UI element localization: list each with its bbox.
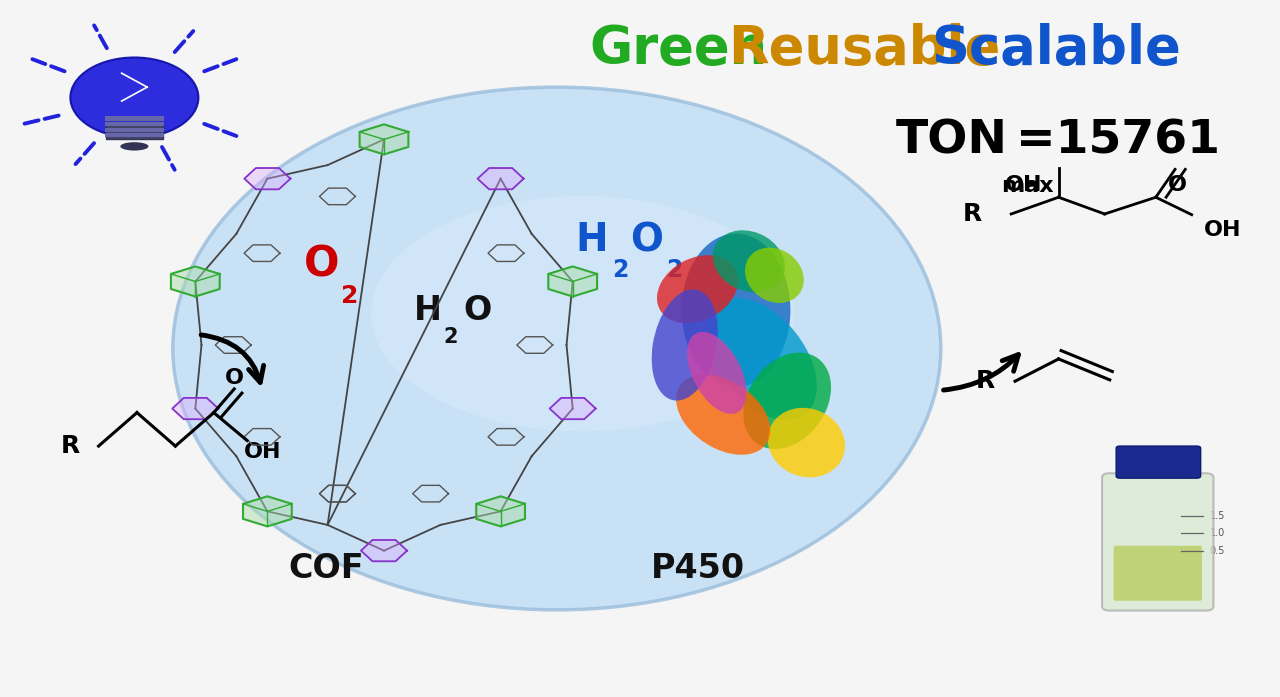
Ellipse shape <box>768 408 845 477</box>
Text: Green: Green <box>589 23 768 75</box>
Ellipse shape <box>173 87 941 610</box>
Text: Reusable: Reusable <box>728 23 1000 75</box>
Polygon shape <box>477 168 524 190</box>
Text: O: O <box>463 293 492 327</box>
FancyBboxPatch shape <box>1114 546 1202 601</box>
Text: 1.5: 1.5 <box>1210 511 1225 521</box>
Text: R: R <box>963 202 983 226</box>
Text: 2: 2 <box>340 284 358 308</box>
Ellipse shape <box>681 233 791 387</box>
Text: R: R <box>975 369 996 393</box>
Polygon shape <box>360 124 408 155</box>
Text: Scalable: Scalable <box>931 23 1181 75</box>
Text: 2: 2 <box>443 327 458 346</box>
Polygon shape <box>549 398 595 419</box>
Ellipse shape <box>745 247 804 303</box>
Ellipse shape <box>744 353 831 449</box>
Text: H: H <box>413 293 442 327</box>
Text: O: O <box>630 222 663 259</box>
Ellipse shape <box>371 196 794 431</box>
FancyBboxPatch shape <box>105 133 164 137</box>
Text: O: O <box>225 368 243 388</box>
Ellipse shape <box>652 289 718 401</box>
Text: H: H <box>576 222 608 259</box>
Text: O: O <box>303 244 339 286</box>
FancyBboxPatch shape <box>105 128 164 132</box>
Text: P450: P450 <box>650 551 745 585</box>
Text: R: R <box>60 434 81 458</box>
Text: 1.0: 1.0 <box>1210 528 1225 538</box>
Ellipse shape <box>657 255 739 323</box>
FancyArrowPatch shape <box>943 355 1019 390</box>
Polygon shape <box>548 266 596 296</box>
Text: 2: 2 <box>667 258 682 282</box>
Text: OH: OH <box>1005 175 1043 194</box>
Ellipse shape <box>676 375 771 454</box>
Polygon shape <box>243 496 292 526</box>
Text: O: O <box>1169 175 1187 194</box>
FancyBboxPatch shape <box>105 122 164 126</box>
Text: TON: TON <box>896 118 1009 163</box>
Text: =15761: =15761 <box>1016 118 1220 163</box>
Polygon shape <box>476 496 525 526</box>
FancyBboxPatch shape <box>1116 446 1201 478</box>
Polygon shape <box>173 398 219 419</box>
Ellipse shape <box>713 230 785 293</box>
Text: 2: 2 <box>613 258 628 282</box>
Polygon shape <box>244 168 291 190</box>
Text: 0.5: 0.5 <box>1210 546 1225 556</box>
FancyBboxPatch shape <box>105 116 164 121</box>
Ellipse shape <box>70 58 198 138</box>
Polygon shape <box>361 540 407 561</box>
Text: COF: COF <box>288 551 365 585</box>
Text: OH: OH <box>1203 220 1242 240</box>
FancyBboxPatch shape <box>106 122 163 139</box>
FancyArrowPatch shape <box>201 335 264 383</box>
Ellipse shape <box>707 298 817 420</box>
Text: OH: OH <box>243 442 282 461</box>
Polygon shape <box>172 266 220 296</box>
Ellipse shape <box>120 142 148 151</box>
Ellipse shape <box>687 332 746 414</box>
Text: max: max <box>1001 176 1053 196</box>
FancyBboxPatch shape <box>1102 473 1213 611</box>
